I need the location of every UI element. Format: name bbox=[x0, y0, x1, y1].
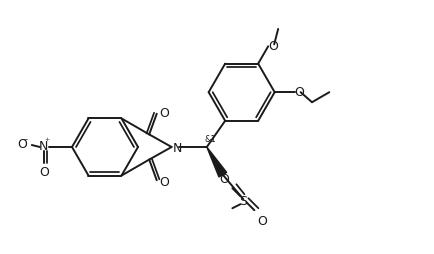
Text: O: O bbox=[158, 107, 168, 120]
Text: &1: &1 bbox=[204, 135, 216, 144]
Text: $^{-}$: $^{-}$ bbox=[22, 135, 29, 145]
Text: N: N bbox=[39, 140, 48, 153]
Text: O: O bbox=[39, 166, 49, 179]
Text: O: O bbox=[268, 40, 277, 53]
Polygon shape bbox=[206, 147, 226, 177]
Text: O: O bbox=[17, 138, 26, 151]
Text: S: S bbox=[239, 194, 247, 207]
Text: O: O bbox=[219, 172, 229, 185]
Text: O: O bbox=[294, 85, 304, 98]
Text: $^{+}$: $^{+}$ bbox=[44, 136, 51, 145]
Text: N: N bbox=[173, 141, 182, 154]
Text: O: O bbox=[257, 214, 267, 227]
Text: O: O bbox=[158, 175, 168, 188]
